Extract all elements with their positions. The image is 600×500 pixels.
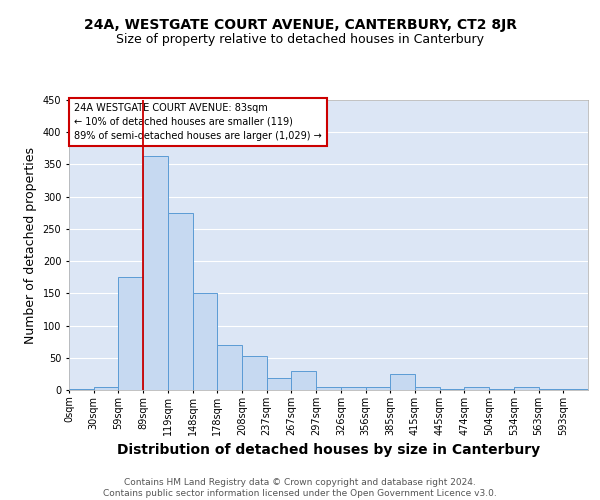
Bar — [464, 387, 489, 390]
Text: 24A, WESTGATE COURT AVENUE, CANTERBURY, CT2 8JR: 24A, WESTGATE COURT AVENUE, CANTERBURY, … — [83, 18, 517, 32]
Bar — [118, 277, 143, 390]
Bar — [242, 356, 267, 390]
Text: Size of property relative to detached houses in Canterbury: Size of property relative to detached ho… — [116, 32, 484, 46]
Bar — [168, 213, 193, 390]
Bar — [316, 387, 341, 390]
Bar — [365, 387, 390, 390]
Bar — [143, 156, 168, 390]
Bar — [292, 370, 316, 390]
Bar — [415, 387, 440, 390]
Bar — [193, 294, 217, 390]
Bar — [94, 387, 118, 390]
Text: Contains HM Land Registry data © Crown copyright and database right 2024.
Contai: Contains HM Land Registry data © Crown c… — [103, 478, 497, 498]
Y-axis label: Number of detached properties: Number of detached properties — [24, 146, 37, 344]
Bar — [390, 374, 415, 390]
Bar — [514, 387, 539, 390]
X-axis label: Distribution of detached houses by size in Canterbury: Distribution of detached houses by size … — [117, 444, 540, 458]
Text: 24A WESTGATE COURT AVENUE: 83sqm
← 10% of detached houses are smaller (119)
89% : 24A WESTGATE COURT AVENUE: 83sqm ← 10% o… — [74, 103, 322, 141]
Bar — [267, 378, 292, 390]
Bar — [341, 387, 365, 390]
Bar — [217, 345, 242, 390]
